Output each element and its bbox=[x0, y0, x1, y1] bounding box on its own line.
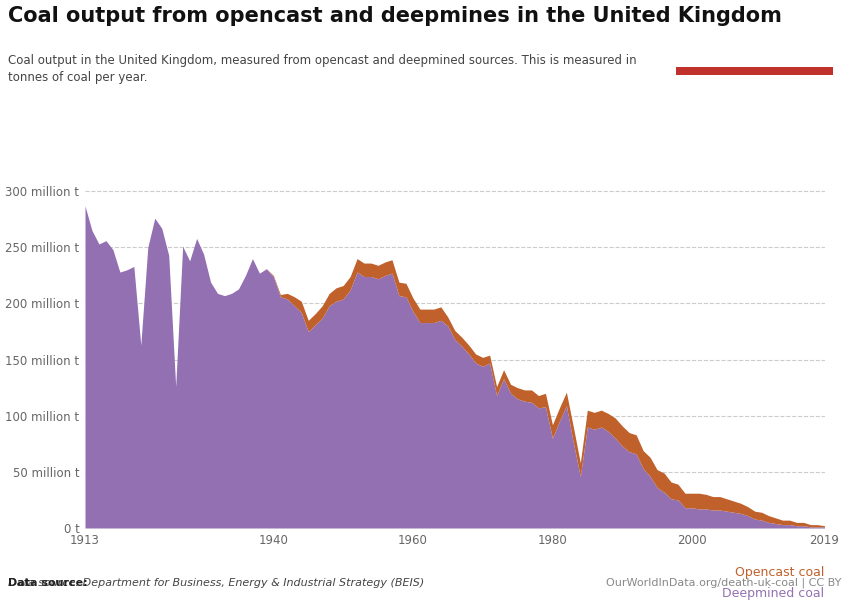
Text: OurWorldInData.org/death-uk-coal | CC BY: OurWorldInData.org/death-uk-coal | CC BY bbox=[606, 577, 842, 588]
Text: Deepmined coal: Deepmined coal bbox=[722, 587, 824, 600]
Bar bbox=[676, 67, 833, 75]
Text: Data source:: Data source: bbox=[8, 578, 92, 588]
Text: Coal output in the United Kingdom, measured from opencast and deepmined sources.: Coal output in the United Kingdom, measu… bbox=[8, 54, 638, 84]
Text: Data source: Department for Business, Energy & Industrial Strategy (BEIS): Data source: Department for Business, En… bbox=[8, 578, 425, 588]
Text: Opencast coal: Opencast coal bbox=[735, 566, 824, 579]
Text: Our World: Our World bbox=[722, 25, 786, 35]
Text: in Data: in Data bbox=[732, 45, 777, 55]
Text: Coal output from opencast and deepmines in the United Kingdom: Coal output from opencast and deepmines … bbox=[8, 6, 782, 26]
